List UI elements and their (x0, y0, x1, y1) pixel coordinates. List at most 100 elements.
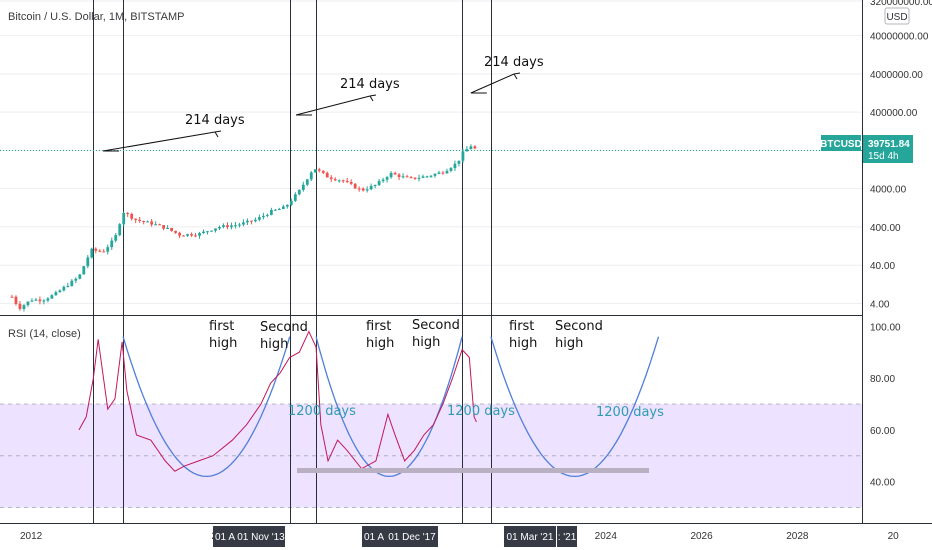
first-high-line-1: first (209, 319, 234, 334)
candle-body (230, 225, 233, 228)
candle-body (453, 163, 457, 169)
candle-body (269, 210, 273, 215)
candle-body (301, 184, 305, 190)
second-high-line-1: Second (555, 319, 603, 334)
first-high-label: first high (209, 319, 237, 351)
candle-body (261, 215, 265, 218)
candle-body (86, 257, 90, 267)
candle-body (445, 170, 449, 174)
candle-body (385, 177, 389, 180)
candle-body (345, 181, 349, 183)
date-tag: 01 Nov '13 (237, 526, 285, 547)
candle-body (174, 230, 177, 233)
candle-body (182, 235, 185, 237)
first-high-line-2: high (209, 336, 237, 351)
candle-body (421, 176, 425, 178)
candle-body (222, 225, 225, 227)
candle-body (242, 222, 245, 225)
date-tag-label: 01 Mar '21 (507, 532, 554, 543)
candle-body (389, 172, 393, 178)
date-tag-label: 01 A (215, 532, 235, 543)
candle-body (397, 174, 401, 178)
candle-body (289, 200, 293, 205)
first-high-line-1: first (509, 319, 534, 334)
candle-body (118, 224, 122, 236)
candle-body (361, 188, 365, 191)
candle-body (122, 212, 126, 225)
candle-body (46, 298, 50, 301)
candle-body (433, 173, 437, 176)
candle-body (441, 172, 445, 174)
date-tag: 01 A (362, 526, 386, 547)
candle-body (214, 228, 217, 231)
candle-body (26, 301, 30, 306)
candle-body (162, 225, 166, 229)
candle-body (250, 220, 253, 222)
candle-body (349, 181, 353, 184)
candle-body (82, 266, 86, 275)
candle-body (469, 146, 473, 150)
candle-body (110, 240, 114, 248)
date-tag: 01 Mar '21 (504, 526, 556, 547)
candle-body (305, 179, 309, 185)
price-tick-label: 4000000.00 (870, 70, 923, 81)
rsi-band-background (0, 403, 862, 508)
price-tick-label: 400000.00 (870, 108, 918, 119)
candle-body (114, 235, 118, 241)
interval-arrow (102, 131, 216, 152)
price-tag-value: 39751.84 (868, 139, 910, 150)
candle-body (277, 208, 281, 210)
symbol-tag: BTCUSD (820, 135, 862, 151)
candle-body (170, 227, 173, 231)
interval-arrow (295, 95, 371, 116)
candle-body (365, 189, 369, 191)
candle-body (22, 305, 26, 310)
candle-body (126, 212, 130, 214)
candle-body (10, 296, 14, 298)
interval-arrowhead (369, 94, 377, 102)
candle-body (325, 172, 329, 178)
candle-body (74, 278, 78, 281)
second-high-line-1: Second (260, 320, 308, 335)
first-high-line-2: high (509, 336, 537, 351)
candle-body (34, 299, 38, 301)
candle-body (285, 204, 289, 207)
candle-body (70, 280, 74, 286)
interval-label: 214 days (484, 55, 544, 70)
first-high-label: first high (366, 319, 394, 351)
rsi-tick-label: 40.00 (870, 478, 895, 489)
candle-body (102, 251, 106, 253)
candle-body (134, 218, 138, 220)
second-high-label: Second high (260, 320, 308, 352)
candle-body (138, 219, 142, 221)
candle-body (329, 177, 333, 180)
interval-arrowhead (513, 72, 521, 80)
candle-body (313, 169, 317, 173)
candle-body (194, 235, 197, 237)
date-tag-bg (557, 526, 577, 547)
currency-button[interactable]: USD (884, 7, 910, 25)
candle-body (425, 176, 429, 178)
second-high-line-2: high (412, 335, 440, 350)
price-tick-label: 4.00 (870, 299, 890, 310)
candle-body (178, 232, 181, 236)
candle-body (50, 295, 54, 299)
candle-body (258, 217, 261, 220)
price-tag-countdown: 15d 4h (868, 151, 899, 162)
time-tick-label: 20 (888, 531, 900, 542)
date-tag-bg (504, 526, 556, 547)
candle-body (190, 234, 193, 236)
candle-body (62, 286, 66, 291)
date-tag-bg (213, 526, 237, 547)
interval-label: 214 days (340, 77, 400, 92)
first-high-line-1: first (366, 319, 391, 334)
candle-body (457, 160, 461, 164)
candle-body (393, 172, 397, 175)
candle-body (377, 181, 381, 186)
candle-body (333, 179, 337, 181)
candle-body (281, 206, 285, 209)
candle-body (449, 168, 453, 171)
time-tick-label: 2024 (595, 531, 618, 542)
candle-body (150, 221, 154, 225)
